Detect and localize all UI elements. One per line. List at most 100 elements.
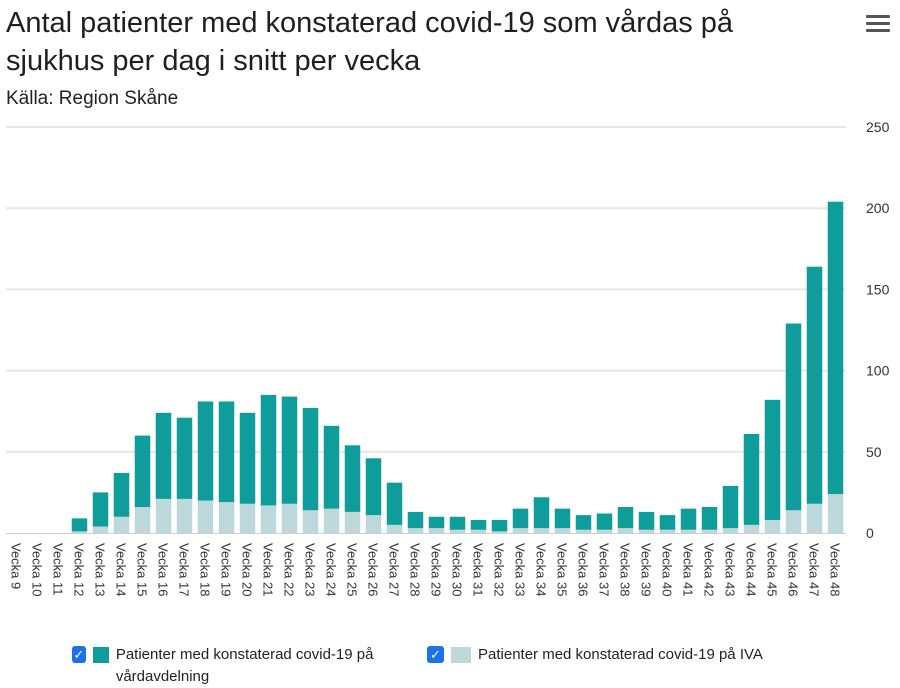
bar-iva: [806, 503, 823, 533]
bar-iva: [470, 529, 487, 533]
bar-ward: [785, 323, 802, 511]
bar-ward: [659, 515, 676, 530]
bar-ward: [386, 482, 403, 525]
y-tick-label: 150: [866, 281, 890, 297]
bar-iva: [386, 524, 403, 533]
bar-iva: [617, 528, 634, 533]
x-tick-label: Vecka 35: [555, 543, 570, 597]
x-tick-label: Vecka 28: [408, 543, 423, 597]
checkbox-checked-icon[interactable]: ✓: [72, 646, 86, 663]
bar-ward: [260, 394, 277, 506]
bar-iva: [407, 528, 424, 533]
bar-ward: [134, 435, 151, 508]
bar-iva: [533, 528, 550, 533]
bar-iva: [176, 498, 193, 533]
y-tick-label: 0: [866, 525, 874, 541]
bar-iva: [785, 510, 802, 533]
bar-ward: [638, 511, 655, 530]
bar-iva: [512, 528, 529, 533]
bar-ward: [323, 425, 340, 509]
bar-ward: [239, 412, 256, 504]
bar-iva: [155, 498, 172, 533]
y-tick-label: 250: [866, 119, 890, 135]
x-tick-label: Vecka 36: [576, 543, 591, 597]
bar-iva: [113, 516, 130, 533]
bar-iva: [239, 503, 256, 533]
hamburger-menu-icon[interactable]: [864, 12, 892, 36]
y-tick-label: 50: [866, 444, 882, 460]
bar-ward: [407, 511, 424, 529]
x-tick-label: Vecka 26: [366, 543, 381, 597]
bar-iva: [365, 515, 382, 533]
bar-iva: [260, 505, 277, 533]
bar-ward: [491, 520, 508, 532]
bar-ward: [701, 507, 718, 530]
chart-title: Antal patienter med konstaterad covid-19…: [6, 7, 734, 77]
x-tick-label: Vecka 29: [429, 543, 444, 597]
menu-line: [866, 15, 890, 18]
bar-ward: [470, 520, 487, 530]
bar-ward: [344, 445, 361, 512]
x-tick-label: Vecka 12: [72, 543, 87, 597]
bar-iva: [743, 524, 760, 533]
bar-ward: [554, 508, 571, 529]
bar-iva: [281, 503, 298, 533]
bar-iva: [428, 528, 445, 533]
bar-iva: [302, 510, 319, 533]
bar-iva: [638, 529, 655, 533]
bar-ward: [281, 396, 298, 504]
x-tick-label: Vecka 18: [198, 543, 213, 597]
bar-ward: [71, 518, 88, 532]
bar-iva: [197, 500, 214, 533]
bars: [71, 201, 844, 533]
x-tick-label: Vecka 44: [744, 543, 759, 597]
x-tick-label: Vecka 14: [114, 543, 129, 597]
x-tick-label: Vecka 45: [765, 543, 780, 597]
bar-ward: [575, 515, 592, 530]
x-tick-label: Vecka 47: [807, 543, 822, 597]
bar-ward: [197, 401, 214, 501]
bar-iva: [827, 494, 844, 533]
x-tick-label: Vecka 40: [660, 543, 675, 597]
x-tick-label: Vecka 42: [702, 543, 717, 597]
x-tick-label: Vecka 16: [156, 543, 171, 597]
bar-iva: [92, 526, 109, 533]
x-axis-ticks: Vecka 9 Vecka 10 Vecka 11 Vecka 12 Vecka 13 V…: [9, 543, 843, 597]
checkbox-checked-icon[interactable]: ✓: [427, 646, 444, 663]
x-tick-label: Vecka 32: [492, 543, 507, 597]
y-tick-label: 200: [866, 200, 890, 216]
bar-iva: [134, 507, 151, 533]
x-tick-label: Vecka 24: [324, 543, 339, 597]
x-tick-label: Vecka 22: [282, 543, 297, 597]
bar-iva: [218, 502, 235, 533]
grid-lines: [6, 126, 846, 534]
legend-item-iva[interactable]: ✓ Patienter med konstaterad covid-19 på …: [427, 644, 827, 666]
x-tick-label: Vecka 34: [534, 543, 549, 597]
bar-ward: [722, 485, 739, 529]
bar-ward: [176, 417, 193, 499]
legend-swatch-ward: [92, 647, 109, 663]
x-tick-label: Vecka 43: [723, 543, 738, 597]
legend-label-ward: Patienter med konstaterad covid-19 på vå…: [115, 646, 374, 685]
bar-iva: [764, 520, 781, 533]
bar-ward: [617, 507, 634, 529]
bar-iva: [491, 531, 508, 533]
legend: ✓ Patienter med konstaterad covid-19 på …: [0, 642, 900, 685]
menu-line: [866, 29, 890, 32]
x-tick-label: Vecka 41: [681, 543, 696, 597]
bar-iva: [680, 529, 697, 533]
bar-iva: [554, 528, 571, 533]
bar-ward: [743, 433, 760, 525]
bar-ward: [827, 201, 844, 495]
x-tick-label: Vecka 30: [450, 543, 465, 597]
x-tick-label: Vecka 13: [93, 543, 108, 597]
legend-label-iva: Patienter med konstaterad covid-19 på IV…: [478, 646, 763, 663]
legend-item-ward[interactable]: ✓ Patienter med konstaterad covid-19 på …: [72, 644, 402, 688]
x-tick-label: Vecka 19: [219, 543, 234, 597]
bar-ward: [596, 513, 613, 530]
chart-subtitle: Källa: Region Skåne: [6, 88, 179, 109]
bar-iva: [659, 529, 676, 533]
bar-ward: [764, 399, 781, 521]
x-tick-label: Vecka 23: [303, 543, 318, 597]
